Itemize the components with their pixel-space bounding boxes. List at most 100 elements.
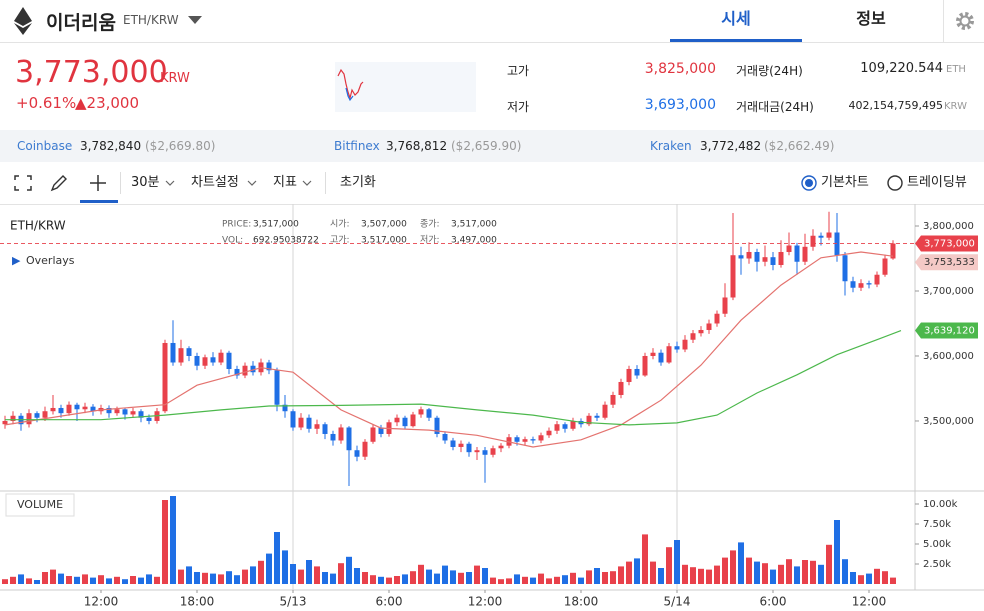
candle-body <box>730 255 736 298</box>
volume-bar <box>778 564 784 584</box>
volume-bar <box>450 570 456 584</box>
exchange-price: 3,782,840 <box>80 139 142 153</box>
dropdown[interactable] <box>188 15 202 25</box>
candle-body <box>754 251 760 262</box>
tab[interactable]: 정보 <box>856 9 886 28</box>
stat-label: 저가 <box>507 100 530 114</box>
interval[interactable]: 30분 <box>131 175 160 190</box>
radio[interactable] <box>887 175 903 191</box>
candle-body <box>706 323 712 330</box>
info-value: 3,517,000 <box>253 220 299 230</box>
x-tick-label: 18:00 <box>180 595 215 609</box>
candle-body <box>402 417 408 427</box>
candle-body <box>858 283 864 288</box>
volume-bar <box>754 561 760 584</box>
volume-bar <box>842 559 848 584</box>
info-label: 시가: <box>330 219 350 230</box>
overlay-arrow[interactable]: ▶ <box>12 254 21 267</box>
volume-bar <box>746 557 752 584</box>
candle-body <box>418 409 424 415</box>
candle-body <box>746 251 752 259</box>
x-tick-label: 5/14 <box>664 595 691 609</box>
volume-bar <box>402 574 408 584</box>
volume-bar <box>498 579 504 584</box>
candle-body <box>290 411 296 428</box>
candle-body <box>642 355 648 376</box>
radio[interactable] <box>801 175 817 191</box>
candle-body <box>794 245 800 262</box>
draw-icon[interactable] <box>50 174 70 192</box>
volume-bar <box>602 572 608 584</box>
settings-icon[interactable] <box>955 11 975 31</box>
volume-bar <box>82 574 88 584</box>
chart-pair: ETH/KRW <box>10 219 66 233</box>
crosshair-icon[interactable] <box>89 174 107 192</box>
volume-bar <box>274 532 280 584</box>
candle-body <box>882 258 888 275</box>
exchange-price: 3,768,812 <box>386 139 448 153</box>
exchange-name: Bitfinex <box>334 139 380 153</box>
candle-body <box>786 245 792 252</box>
candle-body <box>322 424 328 434</box>
candle-body <box>106 407 112 414</box>
indicators[interactable]: 지표 <box>273 175 297 190</box>
overlays[interactable]: Overlays <box>26 254 75 267</box>
view-option[interactable]: 트레이딩뷰 <box>907 175 967 190</box>
chart-settings[interactable]: 차트설정 <box>191 175 239 190</box>
y2-tick-label: 10.00k <box>923 499 958 510</box>
volume-bar <box>850 572 856 584</box>
view-option[interactable]: 기본차트 <box>821 175 869 190</box>
exchange-price: 3,772,482 <box>700 139 762 153</box>
candle-body <box>250 365 256 373</box>
candle-body <box>626 368 632 382</box>
candle-body <box>770 257 776 265</box>
stat-unit: ETH <box>946 64 966 75</box>
volume-bar <box>818 564 824 584</box>
header: 이더리움 ETH/KRW 시세 정보 <box>0 0 984 43</box>
candle-body <box>58 407 64 414</box>
reset[interactable]: 초기화 <box>340 175 376 190</box>
volume-bar <box>762 563 768 584</box>
volume-bar <box>258 560 264 584</box>
candle-body <box>762 257 768 262</box>
volume-bar <box>210 573 216 584</box>
volume-bar <box>538 573 544 584</box>
volume-bar <box>490 577 496 584</box>
candle-body <box>282 404 288 412</box>
volume-bar <box>770 569 776 584</box>
volume-bar <box>810 560 816 584</box>
volume-bar <box>514 574 520 584</box>
volume-bar <box>386 577 392 584</box>
volume-bar <box>586 570 592 584</box>
candle-body <box>274 370 280 405</box>
y2-tick-label: 2.50k <box>923 559 951 570</box>
y-tick-label: 3,800,000 <box>923 221 974 232</box>
ma-line <box>5 330 902 426</box>
volume-bar <box>178 569 184 584</box>
volume-bar <box>58 573 64 584</box>
volume-bar <box>506 578 512 584</box>
candle-body <box>666 346 672 363</box>
volume-bar <box>378 576 384 584</box>
candle-body <box>866 283 872 285</box>
candle-body <box>162 342 168 412</box>
tab[interactable]: 시세 <box>670 0 802 42</box>
volume-bar <box>146 574 152 584</box>
volume-bar <box>130 576 136 584</box>
candle-body <box>634 368 640 376</box>
info-value: 3,517,000 <box>361 236 407 246</box>
volume-bar <box>290 564 296 584</box>
volume-bar <box>314 566 320 584</box>
candle-body <box>354 450 360 457</box>
line-value-label-box <box>915 322 978 339</box>
fullscreen-icon[interactable] <box>14 175 32 191</box>
info-label: VOL: <box>222 236 243 246</box>
candle-body <box>874 274 880 285</box>
exchange-name: Kraken <box>650 139 692 153</box>
volume-bar <box>114 576 120 584</box>
exchange-usd: ($2,669.80) <box>145 139 216 153</box>
price: 3,773,000 <box>15 55 168 90</box>
candle-body <box>338 427 344 441</box>
volume-bar <box>666 547 672 584</box>
volume-bar <box>122 579 128 584</box>
